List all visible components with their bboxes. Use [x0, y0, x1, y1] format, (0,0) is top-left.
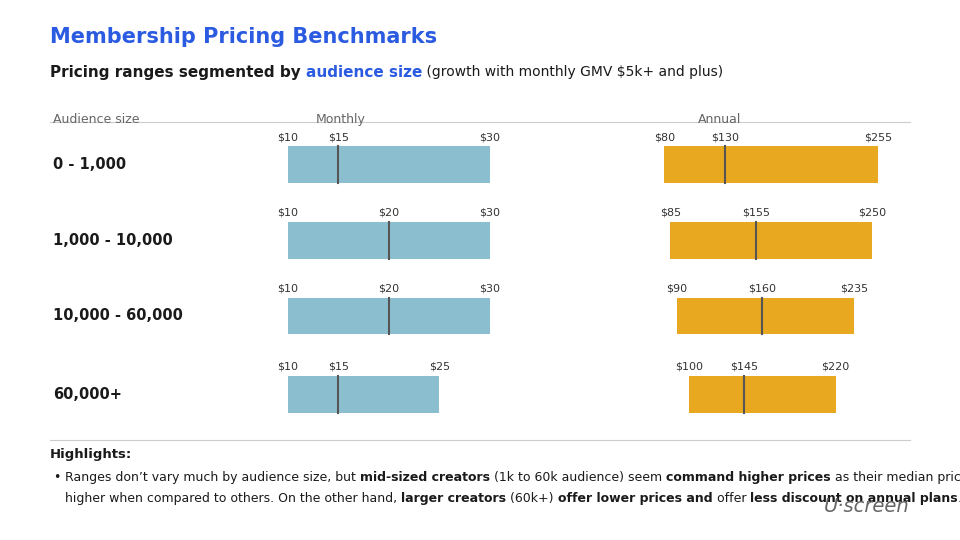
Text: $100: $100: [675, 361, 703, 372]
Text: $10: $10: [277, 207, 299, 218]
Bar: [288, 376, 440, 413]
Text: $10: $10: [277, 361, 299, 372]
Bar: [288, 222, 490, 259]
Text: $130: $130: [711, 132, 739, 142]
Text: mid-sized creators: mid-sized creators: [360, 471, 491, 484]
Text: $80: $80: [654, 132, 675, 142]
Text: (growth with monthly GMV $5k+ and plus): (growth with monthly GMV $5k+ and plus): [422, 65, 724, 79]
Text: Annual: Annual: [698, 113, 742, 126]
Bar: [288, 146, 490, 183]
Text: $20: $20: [378, 283, 399, 293]
Text: 60,000+: 60,000+: [53, 387, 122, 402]
Text: $10: $10: [277, 132, 299, 142]
Text: $30: $30: [479, 132, 500, 142]
Text: less discount on annual plans: less discount on annual plans: [750, 492, 958, 505]
Text: Monthly: Monthly: [316, 113, 366, 126]
Text: U·screen: U·screen: [825, 497, 910, 516]
Text: $220: $220: [822, 361, 850, 372]
Text: $85: $85: [660, 207, 681, 218]
Bar: [677, 298, 854, 334]
Text: (1k to 60k audience) seem: (1k to 60k audience) seem: [491, 471, 666, 484]
Text: 0 - 1,000: 0 - 1,000: [53, 157, 126, 172]
Text: $15: $15: [328, 361, 348, 372]
Text: offer: offer: [712, 492, 750, 505]
Text: 10,000 - 60,000: 10,000 - 60,000: [53, 308, 182, 323]
Text: $30: $30: [479, 207, 500, 218]
Text: $20: $20: [378, 207, 399, 218]
Text: $255: $255: [864, 132, 893, 142]
Text: (60k+): (60k+): [507, 492, 558, 505]
Bar: [670, 222, 873, 259]
Bar: [664, 146, 878, 183]
Text: larger creators: larger creators: [401, 492, 507, 505]
Text: higher when compared to others. On the other hand,: higher when compared to others. On the o…: [65, 492, 401, 505]
Text: Ranges don’t vary much by audience size, but: Ranges don’t vary much by audience size,…: [65, 471, 360, 484]
Text: $90: $90: [666, 283, 687, 293]
Text: $155: $155: [742, 207, 770, 218]
Text: as their median prices are: as their median prices are: [831, 471, 960, 484]
Text: $235: $235: [840, 283, 868, 293]
Text: command higher prices: command higher prices: [666, 471, 831, 484]
Bar: [288, 298, 490, 334]
Text: offer lower prices and: offer lower prices and: [558, 492, 712, 505]
Text: audience size: audience size: [306, 65, 422, 80]
Text: $160: $160: [748, 283, 777, 293]
Text: Audience size: Audience size: [53, 113, 139, 126]
Text: $145: $145: [730, 361, 757, 372]
Text: $10: $10: [277, 283, 299, 293]
Text: $15: $15: [328, 132, 348, 142]
Text: 1,000 - 10,000: 1,000 - 10,000: [53, 233, 173, 248]
Text: $250: $250: [858, 207, 886, 218]
Bar: [688, 376, 835, 413]
Text: Membership Pricing Benchmarks: Membership Pricing Benchmarks: [50, 27, 437, 47]
Text: Highlights:: Highlights:: [50, 448, 132, 461]
Text: .: .: [958, 492, 960, 505]
Text: $25: $25: [428, 361, 450, 372]
Text: Pricing ranges segmented by: Pricing ranges segmented by: [50, 65, 306, 80]
Text: •: •: [53, 471, 60, 484]
Text: $30: $30: [479, 283, 500, 293]
